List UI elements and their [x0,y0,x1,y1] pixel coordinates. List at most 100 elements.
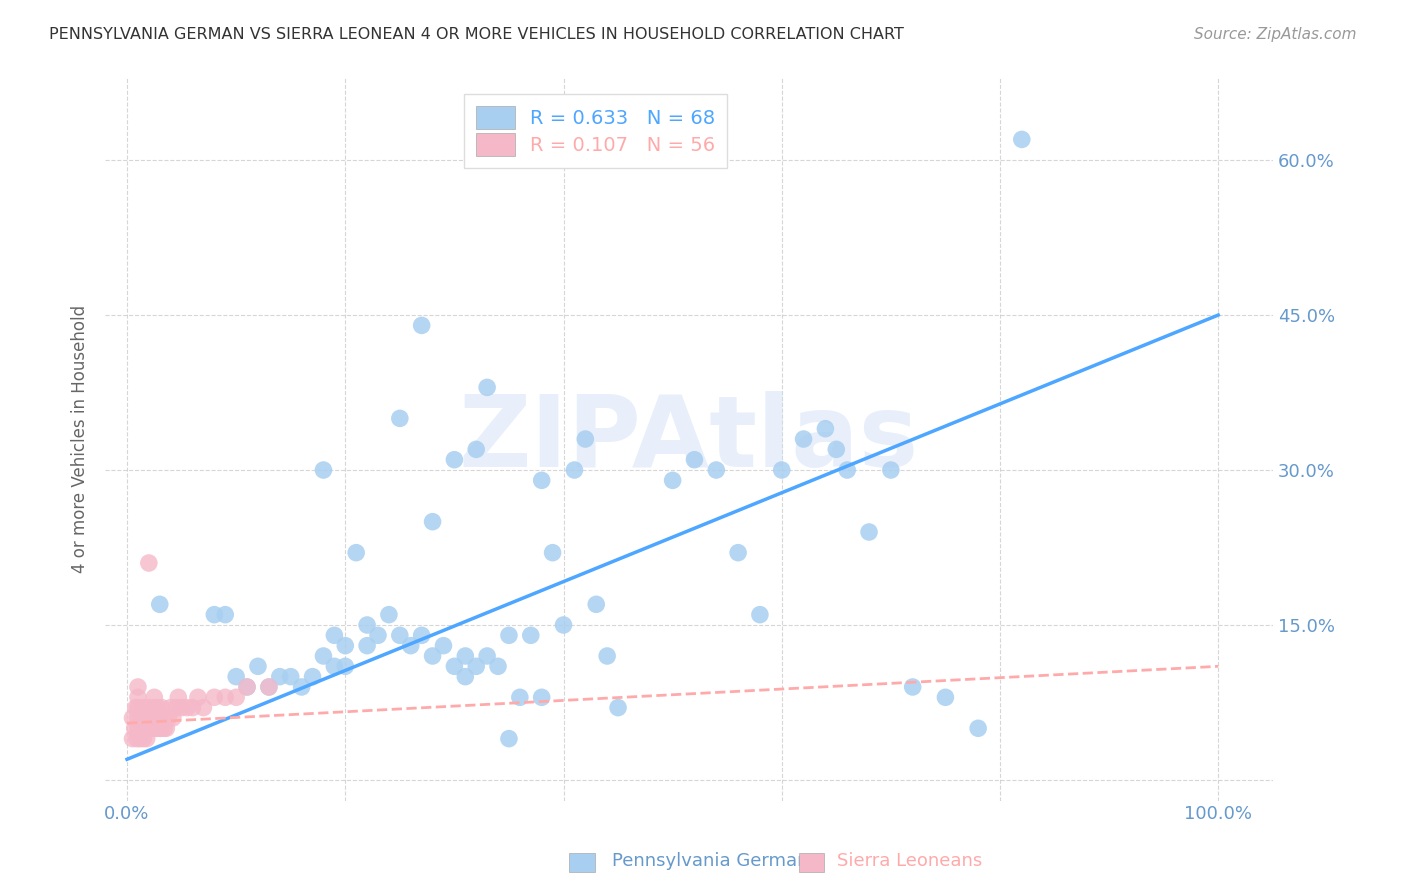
Point [541,546,564,560]
Point [432,639,454,653]
Point [683,452,706,467]
Point [181,700,204,714]
Point [153,721,176,735]
Point [142,711,165,725]
Point [367,628,389,642]
Point [312,648,335,663]
Point [378,607,401,622]
Point [155,711,177,725]
Point [574,432,596,446]
Point [124,721,146,735]
Point [901,680,924,694]
Point [162,711,184,725]
Point [257,680,280,694]
Point [596,648,619,663]
Point [486,659,509,673]
Point [127,711,149,725]
Point [125,731,148,746]
Point [443,659,465,673]
Point [246,659,269,673]
Point [193,700,215,714]
Point [159,700,181,714]
Point [607,700,630,714]
Text: ZIPAtlas: ZIPAtlas [458,391,920,488]
Point [202,607,225,622]
Point [176,700,198,714]
Point [269,670,291,684]
Point [1011,132,1033,146]
Point [880,463,903,477]
Point [356,618,378,632]
Point [498,731,520,746]
Point [121,731,143,746]
Point [422,648,444,663]
Point [770,463,793,477]
Point [465,442,488,457]
Point [312,463,335,477]
Point [165,700,187,714]
Point [509,690,531,705]
Point [793,432,815,446]
Point [454,648,477,663]
Point [475,380,498,394]
Point [388,411,411,425]
Point [422,515,444,529]
Point [138,711,160,725]
Point [564,463,586,477]
Point [301,670,323,684]
Point [335,659,357,673]
Y-axis label: 4 or more Vehicles in Household: 4 or more Vehicles in Household [72,305,89,573]
Point [187,690,209,705]
Point [155,721,177,735]
Point [135,731,157,746]
Point [127,690,149,705]
Point [129,721,152,735]
Point [257,680,280,694]
Point [127,680,149,694]
Point [291,680,314,694]
Point [388,628,411,642]
Point [236,680,259,694]
Point [727,546,749,560]
Point [661,474,683,488]
Point [127,721,149,735]
Point [236,680,259,694]
Point [145,711,167,725]
Point [139,721,162,735]
Point [225,670,247,684]
Point [837,463,859,477]
Point [323,628,346,642]
Point [553,618,575,632]
Text: Source: ZipAtlas.com: Source: ZipAtlas.com [1194,27,1357,42]
Point [475,648,498,663]
Text: Sierra Leoneans: Sierra Leoneans [837,852,981,870]
Point [530,690,553,705]
Point [145,721,167,735]
Point [143,721,166,735]
Point [152,711,174,725]
Point [141,721,163,735]
Point [167,690,190,705]
Point [157,711,180,725]
Point [150,700,173,714]
Point [748,607,770,622]
Point [344,546,367,560]
Point [138,700,160,714]
Point [585,597,607,611]
Point [825,442,848,457]
Point [814,422,837,436]
Point [858,524,880,539]
Point [280,670,302,684]
Point [498,628,520,642]
Point [520,628,543,642]
Point [443,452,465,467]
Point [225,690,247,705]
Point [149,721,172,735]
Point [143,690,166,705]
Point [530,474,553,488]
Point [139,711,162,725]
Point [411,628,433,642]
Point [967,721,990,735]
Point [132,700,155,714]
Point [135,711,157,725]
